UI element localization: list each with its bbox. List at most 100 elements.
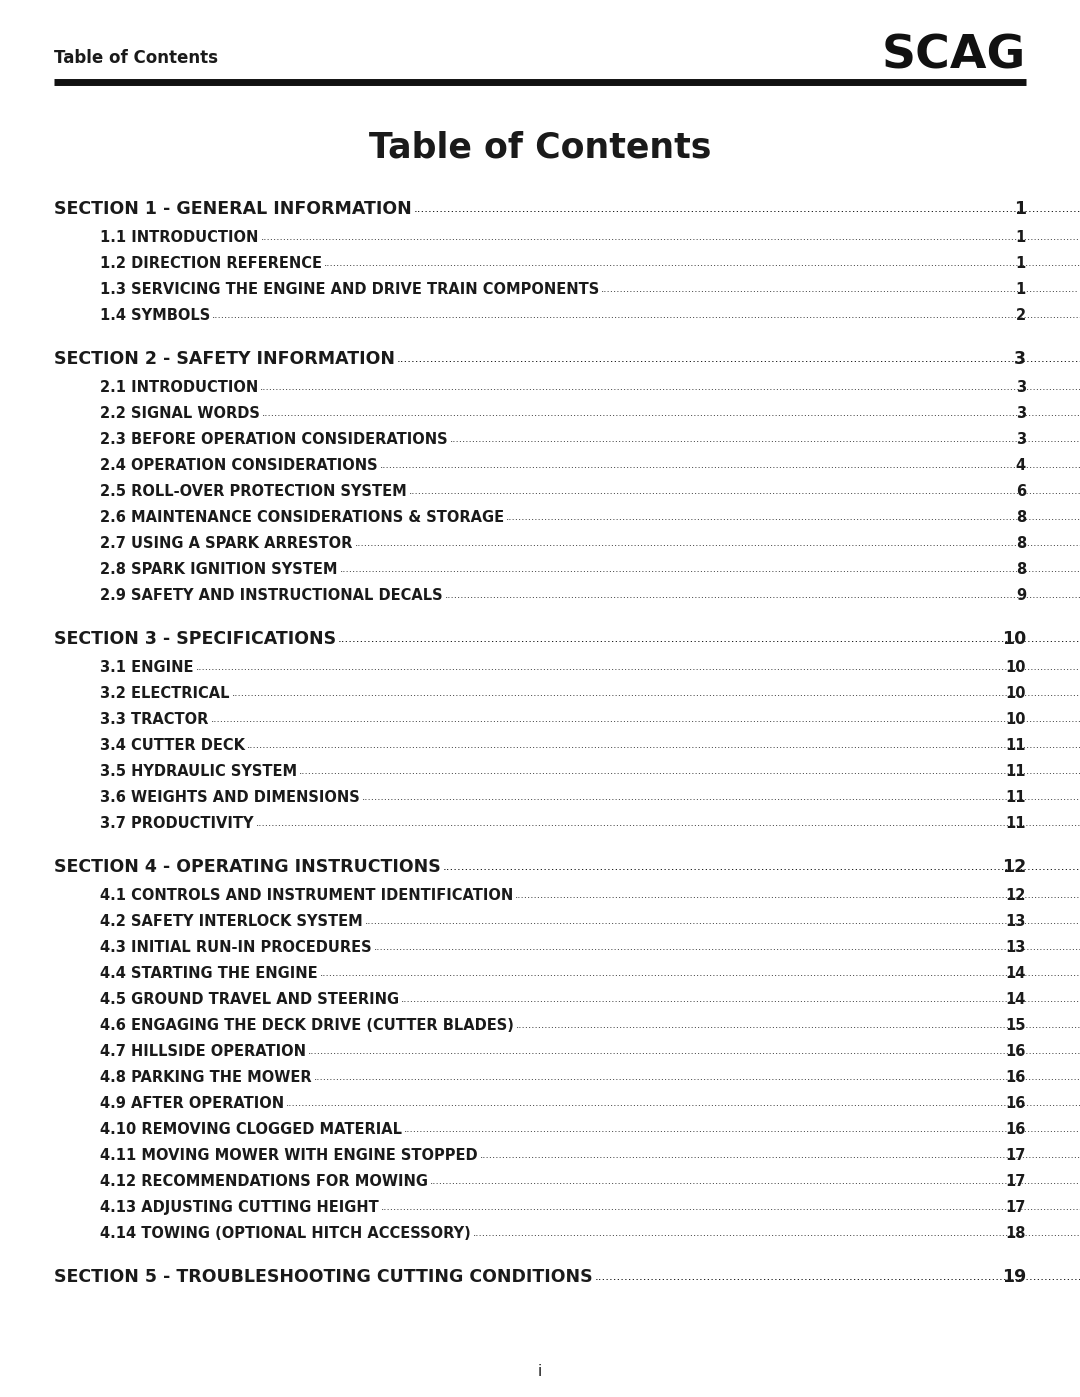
- Text: 4.13 ADJUSTING CUTTING HEIGHT: 4.13 ADJUSTING CUTTING HEIGHT: [100, 1200, 379, 1215]
- Text: ................................................................................: ........................................…: [374, 943, 1080, 953]
- Text: ................................................................................: ........................................…: [408, 486, 1080, 496]
- Text: ................................................................................: ........................................…: [324, 258, 1080, 268]
- Text: SECTION 5 - TROUBLESHOOTING CUTTING CONDITIONS: SECTION 5 - TROUBLESHOOTING CUTTING COND…: [54, 1268, 593, 1287]
- Text: 4.14 TOWING (OPTIONAL HITCH ACCESSORY): 4.14 TOWING (OPTIONAL HITCH ACCESSORY): [100, 1227, 471, 1241]
- Text: 3.5 HYDRAULIC SYSTEM: 3.5 HYDRAULIC SYSTEM: [100, 764, 297, 780]
- Text: 12: 12: [1005, 888, 1026, 902]
- Text: ................................................................................: ........................................…: [320, 968, 1080, 978]
- Text: 4.12 RECOMMENDATIONS FOR MOWING: 4.12 RECOMMENDATIONS FOR MOWING: [100, 1173, 428, 1189]
- Text: 4.4 STARTING THE ENGINE: 4.4 STARTING THE ENGINE: [100, 965, 318, 981]
- Text: 3: 3: [1016, 432, 1026, 447]
- Text: 16: 16: [1005, 1122, 1026, 1137]
- Text: ................................................................................: ........................................…: [380, 461, 1080, 471]
- Text: ................................................................................: ........................................…: [299, 767, 1080, 777]
- Text: 4.10 REMOVING CLOGGED MATERIAL: 4.10 REMOVING CLOGGED MATERIAL: [100, 1122, 402, 1137]
- Text: 2.9 SAFETY AND INSTRUCTIONAL DECALS: 2.9 SAFETY AND INSTRUCTIONAL DECALS: [100, 588, 443, 604]
- Text: ................................................................................: ........................................…: [443, 861, 1080, 873]
- Text: ................................................................................: ........................................…: [515, 890, 1080, 901]
- Text: ................................................................................: ........................................…: [195, 662, 1080, 672]
- Text: 13: 13: [1005, 914, 1026, 929]
- Text: 1: 1: [1016, 282, 1026, 298]
- Text: i: i: [538, 1365, 542, 1379]
- Text: 10: 10: [1002, 630, 1026, 648]
- Text: 16: 16: [1005, 1070, 1026, 1085]
- Text: 2.2 SIGNAL WORDS: 2.2 SIGNAL WORDS: [100, 407, 260, 420]
- Text: ................................................................................: ........................................…: [260, 383, 1080, 393]
- Text: ................................................................................: ........................................…: [362, 792, 1080, 802]
- Text: ................................................................................: ........................................…: [414, 203, 1080, 215]
- Text: ................................................................................: ........................................…: [256, 819, 1080, 828]
- Text: 10: 10: [1005, 712, 1026, 726]
- Text: ................................................................................: ........................................…: [213, 310, 1080, 320]
- Text: 4.6 ENGAGING THE DECK DRIVE (CUTTER BLADES): 4.6 ENGAGING THE DECK DRIVE (CUTTER BLAD…: [100, 1018, 514, 1032]
- Text: 3: 3: [1014, 351, 1026, 367]
- Text: 1: 1: [1014, 200, 1026, 218]
- Text: SCAG: SCAG: [881, 34, 1026, 78]
- Text: ................................................................................: ........................................…: [595, 1270, 1080, 1284]
- Text: 2.6 MAINTENANCE CONSIDERATIONS & STORAGE: 2.6 MAINTENANCE CONSIDERATIONS & STORAGE: [100, 510, 504, 525]
- Text: 4.5 GROUND TRAVEL AND STEERING: 4.5 GROUND TRAVEL AND STEERING: [100, 992, 400, 1007]
- Text: 2.4 OPERATION CONSIDERATIONS: 2.4 OPERATION CONSIDERATIONS: [100, 458, 378, 474]
- Text: ................................................................................: ........................................…: [365, 916, 1080, 926]
- Text: 8: 8: [1016, 536, 1026, 550]
- Text: ................................................................................: ........................................…: [260, 232, 1080, 243]
- Text: 4.7 HILLSIDE OPERATION: 4.7 HILLSIDE OPERATION: [100, 1044, 306, 1059]
- Text: ................................................................................: ........................................…: [507, 513, 1080, 522]
- Text: 1.3 SERVICING THE ENGINE AND DRIVE TRAIN COMPONENTS: 1.3 SERVICING THE ENGINE AND DRIVE TRAIN…: [100, 282, 599, 298]
- Text: 14: 14: [1005, 965, 1026, 981]
- Text: 1.4 SYMBOLS: 1.4 SYMBOLS: [100, 307, 211, 323]
- Text: 4: 4: [1016, 458, 1026, 474]
- Text: 4.9 AFTER OPERATION: 4.9 AFTER OPERATION: [100, 1097, 284, 1111]
- Text: 4.3 INITIAL RUN-IN PROCEDURES: 4.3 INITIAL RUN-IN PROCEDURES: [100, 940, 372, 956]
- Text: 4.11 MOVING MOWER WITH ENGINE STOPPED: 4.11 MOVING MOWER WITH ENGINE STOPPED: [100, 1148, 477, 1162]
- Text: 3.1 ENGINE: 3.1 ENGINE: [100, 659, 193, 675]
- Text: 8: 8: [1016, 510, 1026, 525]
- Text: ................................................................................: ........................................…: [247, 740, 1080, 750]
- Text: 2.7 USING A SPARK ARRESTOR: 2.7 USING A SPARK ARRESTOR: [100, 536, 352, 550]
- Text: ................................................................................: ........................................…: [430, 1176, 1080, 1186]
- Text: ................................................................................: ........................................…: [313, 1073, 1080, 1083]
- Text: 19: 19: [1002, 1268, 1026, 1287]
- Text: 2.3 BEFORE OPERATION CONSIDERATIONS: 2.3 BEFORE OPERATION CONSIDERATIONS: [100, 432, 447, 447]
- Text: ................................................................................: ........................................…: [404, 1125, 1080, 1134]
- Text: 13: 13: [1005, 940, 1026, 956]
- Text: ................................................................................: ........................................…: [473, 1228, 1080, 1239]
- Text: 2.8 SPARK IGNITION SYSTEM: 2.8 SPARK IGNITION SYSTEM: [100, 562, 337, 577]
- Text: 1.2 DIRECTION REFERENCE: 1.2 DIRECTION REFERENCE: [100, 256, 322, 271]
- Text: 3.6 WEIGHTS AND DIMENSIONS: 3.6 WEIGHTS AND DIMENSIONS: [100, 789, 360, 805]
- Text: ................................................................................: ........................................…: [308, 1046, 1080, 1056]
- Text: 11: 11: [1005, 789, 1026, 805]
- Text: ................................................................................: ........................................…: [397, 352, 1080, 366]
- Text: ................................................................................: ........................................…: [401, 995, 1080, 1004]
- Text: SECTION 1 - GENERAL INFORMATION: SECTION 1 - GENERAL INFORMATION: [54, 200, 411, 218]
- Text: 16: 16: [1005, 1097, 1026, 1111]
- Text: ................................................................................: ........................................…: [381, 1203, 1080, 1213]
- Text: Table of Contents: Table of Contents: [54, 49, 218, 67]
- Text: 8: 8: [1016, 562, 1026, 577]
- Text: ................................................................................: ........................................…: [338, 633, 1080, 645]
- Text: 9: 9: [1016, 588, 1026, 604]
- Text: 17: 17: [1005, 1173, 1026, 1189]
- Text: 3.2 ELECTRICAL: 3.2 ELECTRICAL: [100, 686, 229, 701]
- Text: SECTION 3 - SPECIFICATIONS: SECTION 3 - SPECIFICATIONS: [54, 630, 336, 648]
- Text: 11: 11: [1005, 764, 1026, 780]
- Text: 3: 3: [1016, 380, 1026, 395]
- Text: 4.1 CONTROLS AND INSTRUMENT IDENTIFICATION: 4.1 CONTROLS AND INSTRUMENT IDENTIFICATI…: [100, 888, 513, 902]
- Text: 1.1 INTRODUCTION: 1.1 INTRODUCTION: [100, 231, 258, 244]
- Text: ................................................................................: ........................................…: [445, 591, 1080, 601]
- Text: SECTION 2 - SAFETY INFORMATION: SECTION 2 - SAFETY INFORMATION: [54, 351, 395, 367]
- Text: ................................................................................: ........................................…: [231, 689, 1080, 698]
- Text: ................................................................................: ........................................…: [449, 434, 1080, 444]
- Text: ................................................................................: ........................................…: [602, 285, 1079, 295]
- Text: 4.2 SAFETY INTERLOCK SYSTEM: 4.2 SAFETY INTERLOCK SYSTEM: [100, 914, 363, 929]
- Text: 14: 14: [1005, 992, 1026, 1007]
- Text: 10: 10: [1005, 659, 1026, 675]
- Text: 18: 18: [1005, 1227, 1026, 1241]
- Text: ................................................................................: ........................................…: [211, 714, 1080, 725]
- Text: 3.4 CUTTER DECK: 3.4 CUTTER DECK: [100, 738, 245, 753]
- Text: 12: 12: [1002, 858, 1026, 876]
- Text: ................................................................................: ........................................…: [286, 1098, 1080, 1108]
- Text: ................................................................................: ........................................…: [261, 408, 1080, 419]
- Text: 11: 11: [1005, 816, 1026, 831]
- Text: 2.1 INTRODUCTION: 2.1 INTRODUCTION: [100, 380, 258, 395]
